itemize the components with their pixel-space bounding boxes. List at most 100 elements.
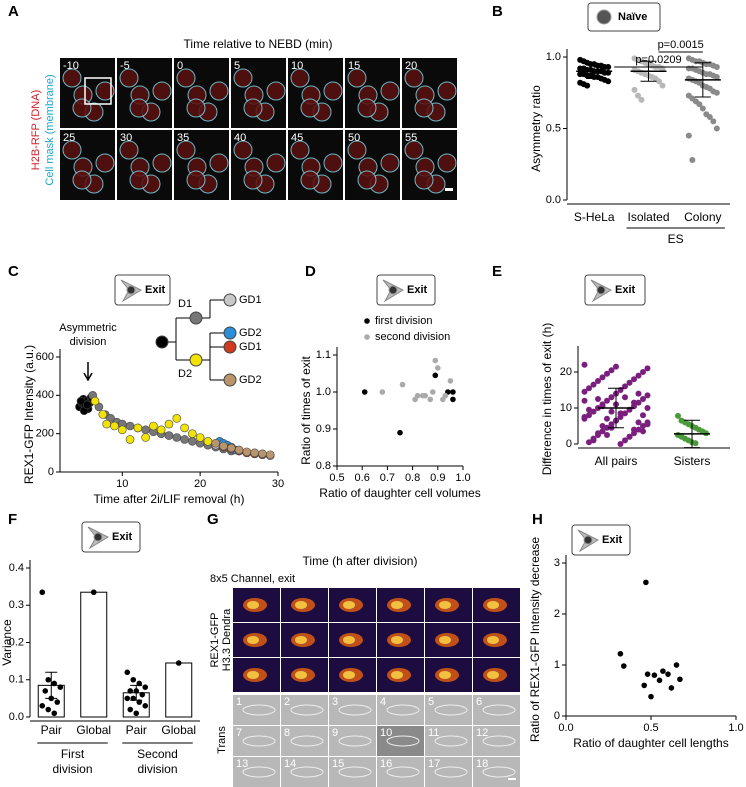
data-point (141, 425, 150, 435)
cell (72, 98, 92, 118)
y-tick-label: 400 (36, 389, 54, 401)
cell (380, 81, 400, 101)
data-point (665, 671, 671, 677)
frame-label: 55 (405, 132, 417, 144)
nucleus-core (391, 671, 403, 679)
legend-marker (364, 318, 370, 324)
channel-label: REX1-GFP (209, 612, 221, 667)
x-tick-label: S-HeLa (574, 210, 615, 224)
lineage-tree (162, 299, 224, 381)
data-point (635, 92, 641, 99)
micrograph (281, 726, 328, 756)
cell (414, 98, 434, 118)
y-tick-label: 1.0 (316, 386, 331, 398)
cell (290, 766, 324, 778)
x-tick-label: 1.0 (455, 472, 470, 484)
lineage-node (223, 326, 237, 340)
data-point (442, 392, 449, 399)
y-tick-label: 0.2 (9, 636, 24, 648)
group-label: First (61, 747, 85, 761)
channel-label: H3.3 Dendra (221, 608, 233, 671)
data-point (188, 437, 197, 446)
cell (404, 140, 424, 160)
data-point (599, 374, 606, 381)
y-tick-label: 0 (566, 438, 572, 450)
icon-nucleus (596, 285, 606, 295)
nucleus-core (439, 671, 451, 679)
x-tick-label: Isolated (627, 210, 669, 224)
data-point (142, 684, 149, 690)
channel-label: Cell mask (membrane) (44, 74, 56, 185)
data-point (54, 699, 61, 705)
micrograph (281, 695, 328, 725)
group-label: Second (137, 747, 178, 761)
data-point (622, 410, 628, 417)
y-axis-label: Ratio of REX1-GFP Intensity decrease (528, 537, 542, 743)
y-tick-label: 200 (36, 428, 54, 440)
data-point (604, 424, 610, 431)
data-point (605, 78, 612, 85)
data-point (432, 357, 439, 364)
data-point (631, 399, 637, 406)
icon-frame (584, 274, 646, 306)
data-point (635, 426, 642, 433)
data-point (429, 389, 436, 395)
x-axis-label: Ratio of daughter cell lengths (573, 736, 728, 750)
frame-label: 16 (380, 758, 392, 770)
data-point (581, 414, 588, 420)
y-tick-label: 2 (554, 608, 560, 620)
nucleus-core (487, 601, 499, 609)
data-point (595, 396, 601, 402)
frame-label: 11 (428, 727, 439, 739)
data-point (586, 439, 592, 446)
y-tick-label: 0.3 (9, 599, 24, 611)
cell (243, 98, 263, 118)
micrograph (329, 726, 376, 756)
cell (266, 81, 286, 101)
data-point (608, 408, 615, 415)
data-point (399, 381, 406, 388)
annotation: p=0.0209 (635, 54, 681, 66)
cell (242, 735, 276, 747)
channel-label: H2B-RFP (DNA) (30, 90, 42, 170)
data-point (710, 118, 717, 125)
x-tick-label: Sisters (674, 454, 711, 468)
bar (80, 591, 108, 718)
data-point (586, 412, 592, 419)
data-point (586, 385, 592, 392)
data-point (125, 421, 135, 431)
nucleus-core (295, 601, 307, 609)
frame-label: 10 (291, 60, 303, 72)
data-point (203, 437, 213, 446)
frame-label: 17 (428, 758, 440, 770)
data-point (124, 669, 131, 676)
data-point (641, 682, 647, 689)
data-point (450, 389, 456, 395)
data-point (617, 441, 624, 447)
x-tick-label: Pair (41, 723, 62, 737)
data-point (644, 421, 651, 428)
data-point (604, 370, 610, 377)
data-point (640, 369, 646, 375)
x-tick-label: 0.6 (355, 472, 370, 484)
nucleus-core (343, 671, 355, 679)
x-tick-label: 0.7 (380, 472, 395, 484)
data-point (604, 397, 610, 404)
data-point (640, 428, 646, 435)
frame-label: 7 (236, 727, 242, 739)
cell (357, 170, 377, 190)
data-point (631, 376, 637, 383)
data-point (713, 74, 720, 81)
data-point (435, 365, 441, 371)
cell (437, 153, 457, 173)
data-point (133, 423, 143, 433)
data-point (605, 64, 612, 71)
nucleus-core (247, 636, 259, 644)
cell (233, 68, 253, 88)
lineage-label: GD1 (239, 294, 262, 306)
cell (434, 704, 468, 716)
data-point (659, 82, 666, 89)
annotation: p=0.0015 (658, 39, 704, 51)
frame-label: 25 (63, 132, 75, 144)
cell (95, 81, 115, 101)
